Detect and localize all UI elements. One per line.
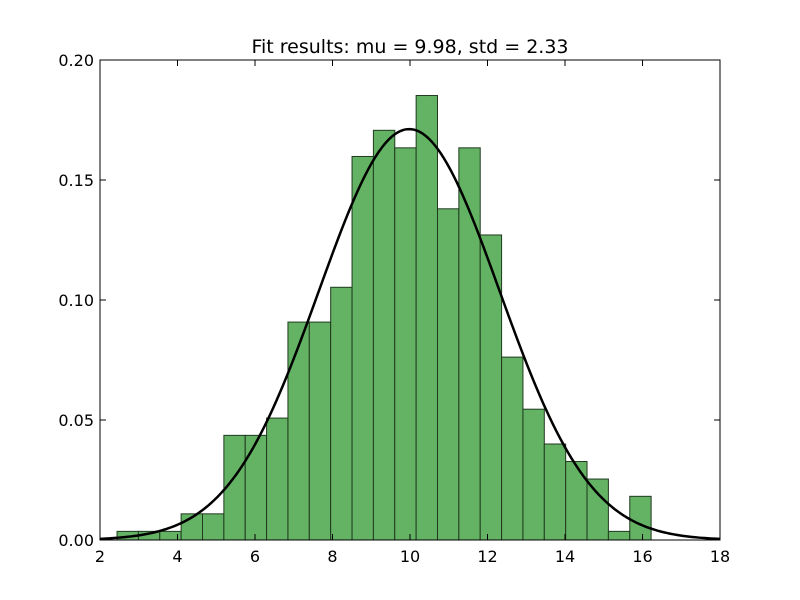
x-tick-label: 16: [632, 547, 652, 566]
histogram-bars: [116, 95, 652, 541]
chart-title: Fit results: mu = 9.98, std = 2.33: [251, 36, 568, 58]
x-tick-label: 6: [250, 547, 260, 566]
histogram-bar: [458, 147, 481, 541]
histogram-bar: [266, 417, 289, 541]
x-tick-label: 14: [555, 547, 575, 566]
x-tick-label: 8: [327, 547, 337, 566]
histogram-bar: [522, 408, 545, 541]
x-tick-label: 4: [172, 547, 182, 566]
histogram-bar: [479, 234, 503, 541]
x-tick-label: 10: [400, 547, 420, 566]
y-tick-label: 0.15: [58, 171, 94, 190]
histogram-bar: [351, 155, 374, 541]
histogram-bar: [330, 286, 353, 541]
x-tick-label: 18: [710, 547, 730, 566]
histogram-bar: [372, 129, 396, 541]
histogram-bar: [607, 530, 631, 541]
x-axis: 2 4 6 8 10 12 14 16 18: [95, 60, 730, 566]
histogram-bar: [543, 443, 567, 541]
y-axis: 0.00 0.05 0.10 0.15 0.20: [58, 51, 720, 550]
histogram-bar: [394, 147, 417, 541]
y-tick-label: 0.10: [58, 291, 94, 310]
histogram-bar: [287, 321, 310, 541]
histogram-bar: [308, 321, 332, 541]
histogram-bar: [244, 434, 268, 541]
y-tick-label: 0.05: [58, 411, 94, 430]
histogram-bar: [501, 356, 524, 541]
fit-curve: [99, 127, 721, 541]
histogram-bar: [565, 461, 588, 541]
histogram-bar: [629, 495, 652, 541]
y-tick-label: 0.20: [58, 51, 94, 70]
histogram-bar: [202, 513, 225, 541]
x-tick-label: 2: [95, 547, 105, 566]
histogram-bar: [436, 208, 460, 541]
histogram-bar: [415, 95, 438, 541]
x-tick-label: 12: [477, 547, 497, 566]
y-tick-label: 0.00: [58, 531, 94, 550]
histogram-bar: [586, 478, 609, 541]
